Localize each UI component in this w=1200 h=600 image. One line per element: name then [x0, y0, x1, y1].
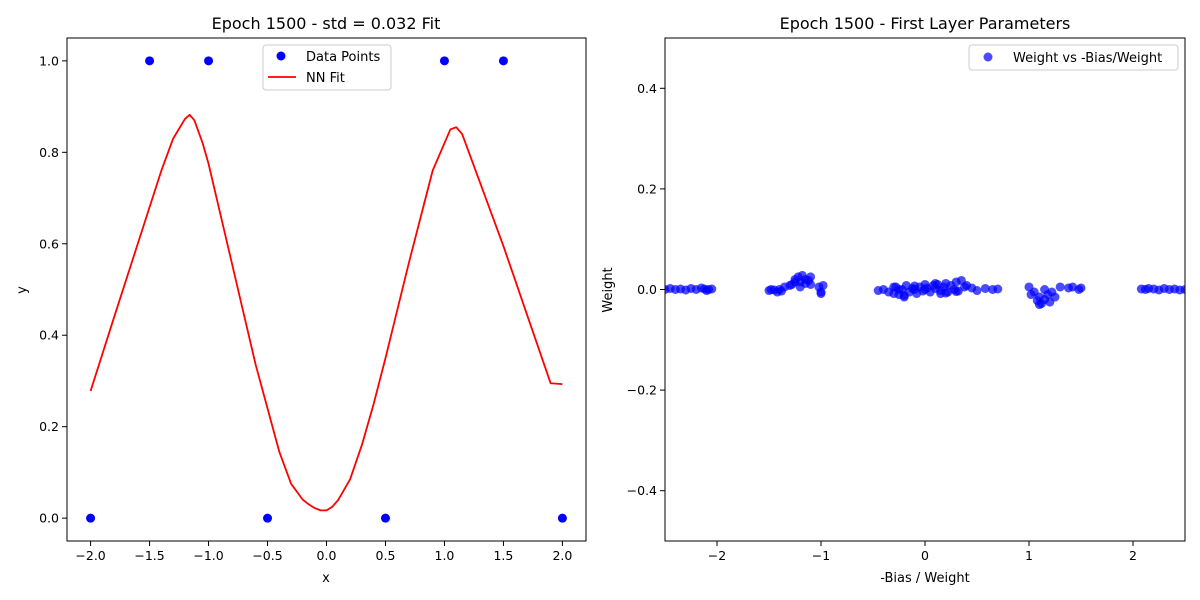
legend-label-data-points: Data Points — [306, 50, 380, 65]
weight-point — [936, 289, 946, 299]
weight-point — [806, 272, 816, 282]
fit-chart-x-ticks: −2.0 −1.5 −1.0 −0.5 0.0 0.5 1.0 1.5 2.0 — [75, 541, 572, 563]
y-tick-label: 0.0 — [637, 282, 657, 297]
data-point — [86, 513, 96, 523]
weight-point — [1076, 283, 1086, 293]
fit-chart-legend: Data Points NN Fit — [262, 44, 392, 91]
x-tick-label: 0.5 — [376, 548, 396, 563]
weight-point — [910, 281, 920, 291]
params-chart-y-label: Weight — [601, 267, 616, 312]
x-tick-label: −1 — [812, 548, 830, 563]
x-tick-label: −2.0 — [75, 548, 105, 563]
weight-point — [818, 280, 828, 290]
x-tick-label: 1 — [1025, 548, 1033, 563]
weight-point — [1034, 300, 1044, 310]
y-tick-label: 0.2 — [39, 419, 59, 434]
weight-point — [1180, 285, 1185, 294]
params-chart-title: Epoch 1500 - First Layer Parameters — [780, 14, 1071, 33]
data-point — [439, 56, 449, 66]
y-tick-label: 0.6 — [39, 236, 59, 251]
fit-chart-title: Epoch 1500 - std = 0.032 Fit — [212, 14, 441, 33]
y-tick-label: 0.4 — [637, 81, 657, 96]
x-tick-label: −2 — [708, 548, 726, 563]
weight-point — [951, 287, 961, 297]
weight-point — [707, 284, 717, 294]
x-tick-label: −0.5 — [252, 548, 282, 563]
weight-point — [993, 284, 1003, 294]
weight-point — [920, 279, 930, 289]
legend-marker-weight-points — [983, 52, 993, 62]
x-tick-label: −1.0 — [193, 548, 223, 563]
x-tick-label: 1.0 — [435, 548, 455, 563]
params-chart-x-ticks: −2 −1 0 1 2 — [708, 541, 1137, 563]
y-tick-label: −0.2 — [627, 383, 657, 398]
weight-point — [972, 286, 982, 296]
fit-chart: Epoch 1500 - std = 0.032 Fit −2.0 −1.5 −1.… — [15, 14, 587, 586]
params-chart-legend-box — [968, 44, 1179, 71]
weight-point — [1050, 292, 1060, 302]
weight-point — [894, 285, 904, 294]
legend-label-weight-points: Weight vs -Bias/Weight — [1013, 51, 1162, 66]
params-chart-legend: Weight vs -Bias/Weight — [968, 44, 1179, 71]
params-chart-y-ticks: −0.4 −0.2 0.0 0.2 0.4 — [627, 81, 665, 498]
legend-marker-data-points — [276, 51, 286, 61]
params-chart-x-label: -Bias / Weight — [880, 571, 969, 586]
data-point — [263, 513, 273, 523]
data-point — [204, 56, 214, 66]
data-point — [380, 513, 390, 523]
y-tick-label: 0.2 — [637, 181, 657, 196]
data-point — [557, 513, 567, 523]
data-point — [498, 56, 508, 66]
fit-chart-y-label: y — [15, 286, 30, 294]
nn-fit-line — [89, 113, 563, 512]
weight-point — [790, 277, 800, 287]
weight-point — [899, 291, 909, 301]
fit-chart-frame — [66, 37, 587, 542]
x-tick-label: −1.5 — [134, 548, 164, 563]
x-tick-label: 0.0 — [317, 548, 337, 563]
weight-point — [930, 278, 940, 288]
weight-point — [1055, 282, 1065, 292]
x-tick-label: 2 — [1129, 548, 1137, 563]
weight-point — [980, 283, 990, 293]
y-tick-label: 0.0 — [39, 511, 59, 526]
y-tick-label: 0.4 — [39, 328, 59, 343]
x-tick-label: 2.0 — [552, 548, 572, 563]
params-chart-plot-area — [665, 270, 1185, 310]
data-point — [145, 56, 155, 66]
y-tick-label: 1.0 — [39, 53, 59, 68]
fit-chart-plot-area — [86, 56, 567, 523]
fit-chart-legend-box — [262, 44, 392, 91]
weight-point — [816, 289, 826, 299]
y-tick-label: −0.4 — [627, 483, 657, 498]
y-tick-label: 0.8 — [39, 145, 59, 160]
x-tick-label: 1.5 — [493, 548, 513, 563]
weight-point — [1040, 285, 1050, 294]
legend-label-nn-fit: NN Fit — [306, 71, 345, 86]
x-tick-label: 0 — [921, 548, 929, 563]
fit-chart-y-ticks: 0.0 0.2 0.4 0.6 0.8 1.0 — [39, 53, 67, 526]
fit-chart-x-label: x — [322, 571, 330, 586]
params-chart: Epoch 1500 - First Layer Parameters −2 −1… — [601, 14, 1186, 586]
weight-point — [806, 279, 816, 289]
